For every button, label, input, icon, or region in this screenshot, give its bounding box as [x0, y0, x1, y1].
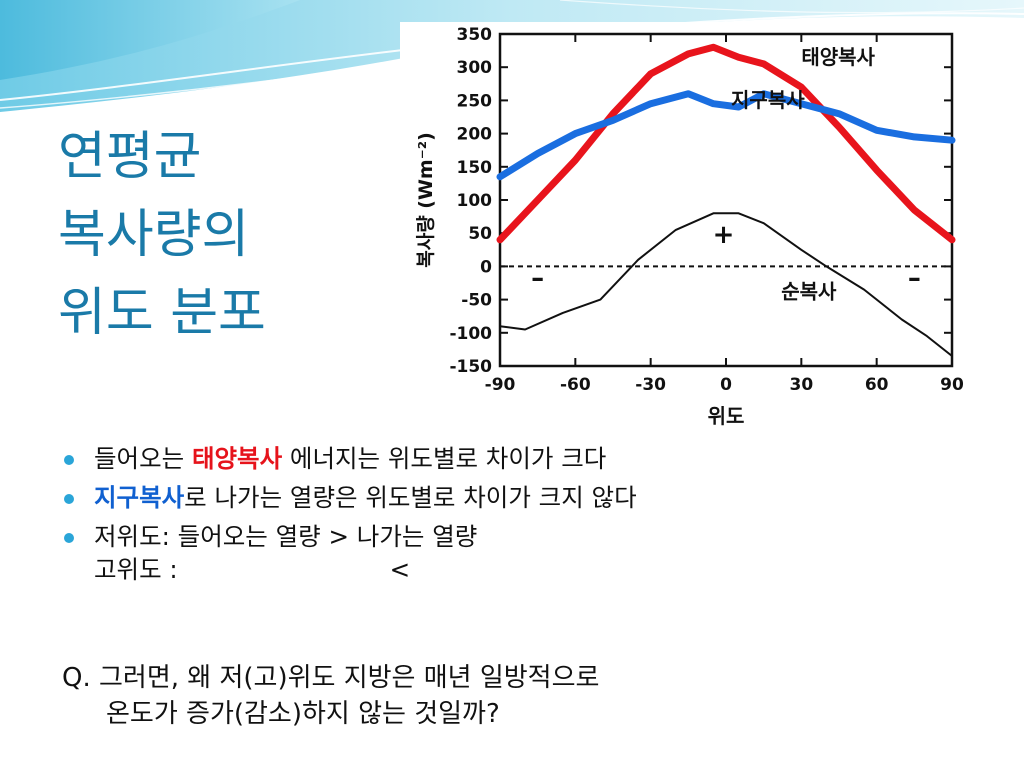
y-tick-label: 300	[457, 58, 493, 78]
y-tick-label: 250	[457, 91, 493, 111]
bullet-highlight-earth: 지구복사	[94, 483, 185, 512]
question-line-1: Q. 그러면, 왜 저(고)위도 지방은 매년 일방적으로	[62, 663, 600, 693]
question-line-2: 온도가 증가(감소)하지 않는 것일까?	[106, 699, 500, 729]
y-tick-label: 100	[457, 191, 493, 211]
high-latitude-label: 고위도 :	[94, 555, 178, 584]
x-tick-label: 60	[865, 375, 889, 395]
question-text: Q. 그러면, 왜 저(고)위도 지방은 매년 일방적으로 온도가 증가(감소)…	[62, 660, 1002, 732]
bullet-line-low-latitude: 저위도: 들어오는 열량 > 나가는 열량	[94, 522, 478, 551]
y-tick-label: 150	[457, 158, 493, 178]
bullet-dot-icon	[64, 494, 74, 504]
y-tick-label: 200	[457, 125, 493, 145]
y-tick-label: 0	[480, 257, 492, 277]
slide-title: 연평균 복사량의 위도 분포	[58, 118, 388, 352]
annotation-sign: +	[713, 220, 735, 250]
series-line-0	[496, 43, 956, 244]
bullet-latitude-compare: 저위도: 들어오는 열량 > 나가는 열량 고위도 : <	[62, 520, 1002, 586]
plot-frame	[498, 32, 954, 368]
bullet-dot-icon	[64, 455, 74, 465]
bullet-earth: 지구복사로 나가는 열량은 위도별로 차이가 크지 않다	[62, 481, 1002, 514]
bullet-highlight-solar: 태양복사	[191, 444, 283, 473]
bullet-line-high-latitude: 고위도 : <	[94, 553, 1002, 586]
series-label-solar: 태양복사	[801, 45, 875, 69]
x-tick-label: -60	[560, 375, 591, 395]
series-label-earth: 지구복사	[731, 88, 805, 112]
y-axis-label: 복사량 (Wm⁻²)	[415, 132, 437, 268]
x-tick-label: 30	[789, 375, 813, 395]
series-line-1	[496, 90, 956, 181]
x-tick-label: -90	[485, 375, 516, 395]
title-line-3: 위도 분포	[58, 283, 266, 343]
bullet-text: 로 나가는 열량은 위도별로 차이가 크지 않다	[184, 483, 637, 512]
series-label-net: 순복사	[781, 279, 837, 303]
title-line-2: 복사량의	[58, 205, 250, 265]
annotation-sign: –	[908, 263, 921, 293]
annotation-sign: –	[531, 263, 544, 293]
bullet-text: 들어오는	[94, 444, 192, 473]
y-tick-label: -150	[449, 357, 492, 377]
y-tick-label: 50	[468, 224, 492, 244]
y-tick-label: -50	[461, 291, 492, 311]
x-axis-label: 위도	[708, 404, 745, 428]
high-latitude-symbol: <	[389, 555, 411, 584]
y-tick-label: -100	[449, 324, 492, 344]
x-tick-label: 90	[940, 375, 964, 395]
radiation-chart-panel: 350 300 250 200 150 100 50 0 -50 -100 -150 -90 -60 -3…	[400, 22, 964, 430]
y-tick-label: 350	[457, 25, 493, 45]
bullet-text: 에너지는 위도별로 차이가 크다	[282, 444, 607, 473]
bullet-list: 들어오는 태양복사 에너지는 위도별로 차이가 크다 지구복사로 나가는 열량은…	[62, 442, 1002, 592]
x-tick-label: 0	[720, 375, 732, 395]
series-line-2	[499, 212, 953, 357]
x-tick-label: -30	[635, 375, 666, 395]
bullet-solar: 들어오는 태양복사 에너지는 위도별로 차이가 크다	[62, 442, 1002, 475]
bullet-dot-icon	[64, 533, 74, 543]
title-line-1: 연평균	[58, 127, 202, 187]
